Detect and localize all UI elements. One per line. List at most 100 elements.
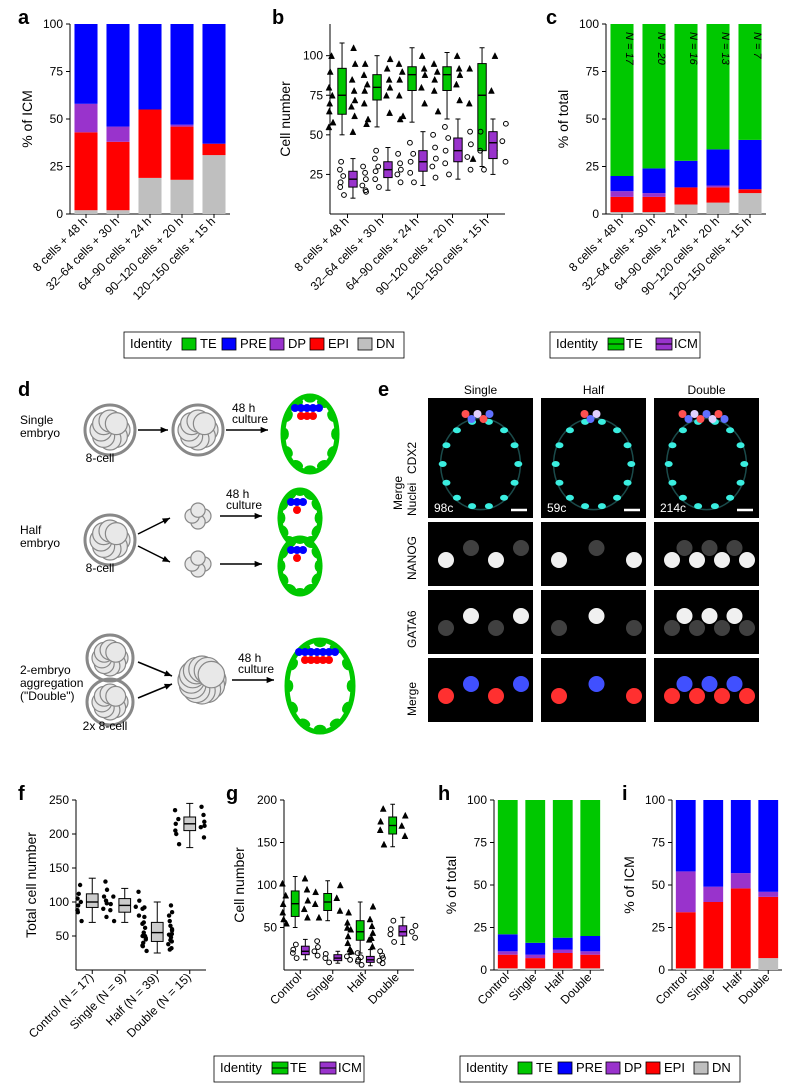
svg-text:75: 75 [586, 65, 600, 79]
svg-text:h: h [438, 783, 450, 805]
svg-text:25: 25 [586, 160, 600, 174]
svg-text:i: i [622, 783, 628, 805]
svg-text:PRE: PRE [576, 1060, 603, 1075]
svg-text:Double: Double [736, 970, 773, 1007]
svg-text:100: 100 [303, 49, 323, 63]
svg-text:100: 100 [579, 17, 599, 31]
panel-c: 0255075100N = 178 cells + 48 hN = 2032–6… [555, 17, 766, 303]
svg-text:embryo: embryo [20, 536, 60, 550]
svg-text:Identity: Identity [466, 1060, 508, 1075]
svg-text:culture: culture [238, 662, 274, 676]
svg-text:culture: culture [226, 498, 262, 512]
svg-text:EPI: EPI [664, 1060, 685, 1075]
svg-text:% of total: % of total [443, 856, 459, 914]
svg-text:Merge: Merge [391, 476, 405, 510]
svg-text:a: a [18, 7, 30, 29]
svg-text:Single: Single [506, 970, 540, 1004]
svg-text:100: 100 [43, 17, 63, 31]
figure-root: a02550751008 cells + 48 h32–64 cells + 3… [0, 0, 788, 1089]
svg-text:("Double"): ("Double") [20, 689, 75, 703]
svg-text:50: 50 [310, 128, 324, 142]
svg-text:Single: Single [303, 970, 337, 1004]
svg-text:Single: Single [464, 383, 498, 397]
svg-text:% of total: % of total [555, 90, 571, 148]
svg-text:214c: 214c [660, 501, 686, 515]
svg-text:embryo: embryo [20, 426, 60, 440]
panel-a: 02550751008 cells + 48 h32–64 cells + 30… [19, 17, 230, 303]
svg-text:% of ICM: % of ICM [19, 90, 35, 148]
svg-text:150: 150 [49, 861, 69, 875]
svg-text:b: b [272, 7, 284, 29]
svg-text:0: 0 [480, 963, 487, 977]
svg-text:f: f [18, 783, 25, 805]
svg-text:CDX2: CDX2 [405, 442, 419, 474]
svg-text:Identity: Identity [130, 336, 172, 351]
svg-text:Half: Half [344, 970, 369, 995]
svg-text:Single: Single [684, 970, 718, 1004]
legend-identity2-top: IdentityTEICM [550, 332, 700, 358]
svg-text:Double: Double [558, 970, 595, 1007]
svg-text:NANOG: NANOG [405, 536, 419, 580]
svg-text:N = 20: N = 20 [655, 32, 667, 66]
svg-text:Control: Control [267, 970, 304, 1007]
svg-text:Half: Half [20, 523, 42, 537]
svg-text:N = 17: N = 17 [623, 32, 635, 66]
legend-identity2-bottom: IdentityTEICM [214, 1056, 364, 1082]
svg-text:Cell number: Cell number [277, 81, 293, 157]
svg-text:100: 100 [49, 895, 69, 909]
svg-text:g: g [226, 783, 238, 805]
svg-text:25: 25 [310, 167, 324, 181]
svg-text:0: 0 [592, 207, 599, 221]
svg-text:50: 50 [50, 112, 64, 126]
panel-i: 0255075100ControlSingleHalfDouble% of IC… [621, 793, 782, 1007]
svg-text:150: 150 [257, 836, 277, 850]
svg-text:Identity: Identity [556, 336, 598, 351]
svg-text:75: 75 [474, 836, 488, 850]
svg-text:100: 100 [257, 878, 277, 892]
svg-text:Half: Half [583, 383, 605, 397]
legend-identity5-bottom: IdentityTEPREDPEPIDN [460, 1056, 740, 1082]
svg-text:Nuclei: Nuclei [405, 483, 419, 516]
svg-text:25: 25 [474, 921, 488, 935]
svg-text:75: 75 [310, 88, 324, 102]
svg-text:98c: 98c [434, 501, 453, 515]
panel-g: 50100150200ControlSingleHalfDoubleCell n… [231, 793, 418, 1007]
svg-text:c: c [546, 7, 557, 29]
svg-text:N = 13: N = 13 [719, 32, 731, 66]
svg-text:TE: TE [200, 336, 217, 351]
svg-text:d: d [18, 379, 30, 401]
panel-f: 50100150200250Control (N = 17)Single (N … [23, 793, 207, 1041]
svg-text:2-embryo: 2-embryo [20, 663, 71, 677]
svg-text:TE: TE [626, 336, 643, 351]
svg-text:aggregation: aggregation [20, 676, 83, 690]
svg-text:culture: culture [232, 412, 268, 426]
svg-text:DP: DP [624, 1060, 642, 1075]
svg-text:Total cell number: Total cell number [23, 832, 39, 938]
svg-text:Double: Double [687, 383, 725, 397]
svg-text:N = 16: N = 16 [687, 32, 699, 66]
svg-text:0: 0 [56, 207, 63, 221]
svg-text:ICM: ICM [338, 1060, 362, 1075]
svg-text:25: 25 [652, 921, 666, 935]
svg-text:DP: DP [288, 336, 306, 351]
svg-text:2x 8-cell: 2x 8-cell [83, 719, 128, 733]
svg-text:50: 50 [586, 112, 600, 126]
svg-text:200: 200 [257, 793, 277, 807]
panel-e: Single Half Double CDX2MergeNuclei 98c 59c 214… [391, 383, 759, 722]
svg-text:DN: DN [376, 336, 395, 351]
svg-text:GATA6: GATA6 [405, 610, 419, 648]
svg-text:% of ICM: % of ICM [621, 856, 637, 914]
svg-text:200: 200 [49, 827, 69, 841]
legend-identity5-top: IdentityTEPREDPEPIDN [124, 332, 404, 358]
svg-text:100: 100 [467, 793, 487, 807]
svg-text:75: 75 [50, 65, 64, 79]
panel-h: 0255075100ControlSingleHalfDouble% of to… [443, 793, 604, 1007]
panel-d: Singleembryo8-cell48 hcultureHalfembryo8… [20, 395, 355, 733]
svg-text:59c: 59c [547, 501, 566, 515]
svg-text:TE: TE [290, 1060, 307, 1075]
svg-text:250: 250 [49, 793, 69, 807]
svg-text:50: 50 [652, 878, 666, 892]
svg-text:Cell number: Cell number [231, 847, 247, 923]
svg-text:EPI: EPI [328, 336, 349, 351]
svg-text:0: 0 [658, 963, 665, 977]
